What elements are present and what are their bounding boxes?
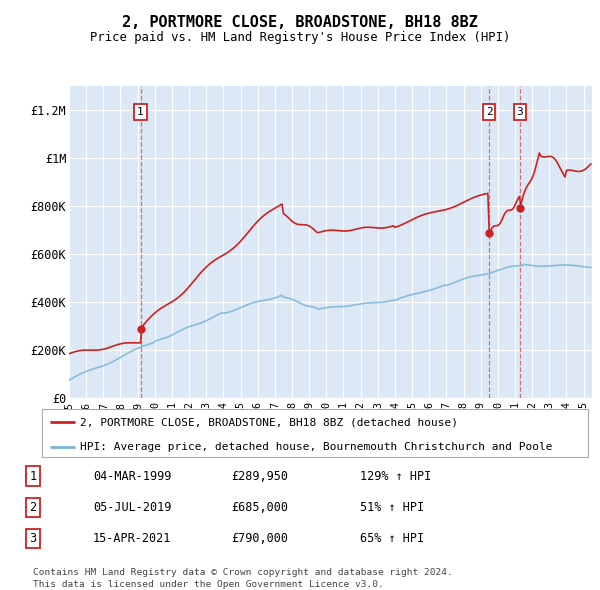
Text: £685,000: £685,000: [231, 501, 288, 514]
Text: Contains HM Land Registry data © Crown copyright and database right 2024.
This d: Contains HM Land Registry data © Crown c…: [33, 568, 453, 589]
Text: 2, PORTMORE CLOSE, BROADSTONE, BH18 8BZ (detached house): 2, PORTMORE CLOSE, BROADSTONE, BH18 8BZ …: [80, 417, 458, 427]
Text: 129% ↑ HPI: 129% ↑ HPI: [360, 470, 431, 483]
Text: 3: 3: [517, 107, 523, 117]
Text: HPI: Average price, detached house, Bournemouth Christchurch and Poole: HPI: Average price, detached house, Bour…: [80, 441, 553, 451]
Text: 2: 2: [29, 501, 37, 514]
Text: Price paid vs. HM Land Registry's House Price Index (HPI): Price paid vs. HM Land Registry's House …: [90, 31, 510, 44]
Text: 51% ↑ HPI: 51% ↑ HPI: [360, 501, 424, 514]
Text: 1: 1: [137, 107, 144, 117]
Text: 2, PORTMORE CLOSE, BROADSTONE, BH18 8BZ: 2, PORTMORE CLOSE, BROADSTONE, BH18 8BZ: [122, 15, 478, 30]
Text: 1: 1: [29, 470, 37, 483]
Text: £289,950: £289,950: [231, 470, 288, 483]
Text: 15-APR-2021: 15-APR-2021: [93, 532, 172, 545]
Text: 2: 2: [486, 107, 493, 117]
Text: 05-JUL-2019: 05-JUL-2019: [93, 501, 172, 514]
Text: £790,000: £790,000: [231, 532, 288, 545]
Text: 3: 3: [29, 532, 37, 545]
Text: 04-MAR-1999: 04-MAR-1999: [93, 470, 172, 483]
Text: 65% ↑ HPI: 65% ↑ HPI: [360, 532, 424, 545]
